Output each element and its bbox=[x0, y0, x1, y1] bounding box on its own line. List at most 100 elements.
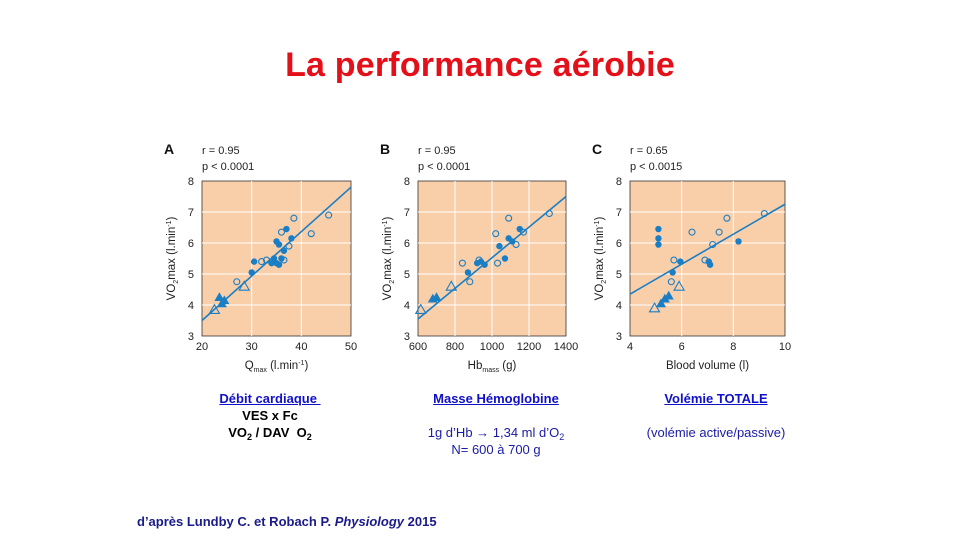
x-tick-label: 30 bbox=[246, 341, 258, 353]
data-point-open-triangle bbox=[238, 280, 251, 291]
y-tick-label: 5 bbox=[404, 269, 410, 281]
data-point-open-circle bbox=[285, 242, 293, 250]
x-tick-label: 1400 bbox=[554, 341, 578, 353]
x-axis-label: Hbmass (g) bbox=[468, 360, 517, 374]
caption-heading: Débit cardiaque bbox=[219, 391, 321, 406]
data-point-filled-circle bbox=[501, 255, 509, 262]
scatter-panel-b: 600 800 1000 1200 1400 3 4 5 6 7 8 B r = 0.95 p < 0.0… bbox=[380, 141, 578, 374]
data-point-open-circle bbox=[280, 256, 288, 264]
data-point-open-circle bbox=[233, 278, 241, 286]
data-point-open-circle bbox=[688, 228, 696, 236]
data-point-open-triangle bbox=[445, 280, 458, 291]
caption-line: 1g d’Hb → 1,34 ml d’O2 bbox=[427, 425, 565, 442]
caption-hemoglobin-mass: Masse Hémoglobine 1g d’Hb → 1,34 ml d’O2… bbox=[396, 390, 596, 458]
data-point-filled-circle bbox=[655, 225, 662, 233]
data-point-open-circle bbox=[258, 258, 266, 266]
panel-letter: A bbox=[164, 141, 174, 157]
caption-cardiac-output: Débit cardiaque VES x Fc VO2 / DAV O2 bbox=[170, 390, 370, 442]
data-point-filled-circle bbox=[275, 261, 283, 268]
data-point-open-circle bbox=[512, 241, 520, 249]
data-point-open-circle bbox=[519, 228, 528, 236]
data-point-open-circle bbox=[307, 230, 315, 238]
page-title: La performance aérobie bbox=[285, 46, 675, 84]
y-tick-label: 7 bbox=[616, 207, 622, 219]
panel-letter: C bbox=[592, 141, 602, 157]
panel-letter: B bbox=[380, 141, 390, 157]
regression-line bbox=[629, 203, 786, 295]
y-tick-label: 8 bbox=[404, 176, 410, 188]
y-tick-label: 4 bbox=[188, 300, 194, 312]
data-point-open-triangle bbox=[414, 303, 427, 314]
x-tick-label: 20 bbox=[196, 341, 208, 353]
caption-line: VO2 / DAV O2 bbox=[228, 425, 312, 442]
data-point-filled-triangle bbox=[663, 290, 674, 300]
data-point-filled-circle bbox=[250, 258, 258, 265]
x-tick-label: 1200 bbox=[517, 341, 541, 353]
x-tick-label: 6 bbox=[679, 341, 685, 353]
stat-r: r = 0.95 bbox=[202, 145, 240, 157]
y-tick-label: 4 bbox=[404, 300, 410, 312]
y-tick-label: 7 bbox=[188, 207, 194, 219]
data-point-filled-circle bbox=[280, 247, 288, 254]
y-tick-label: 8 bbox=[616, 176, 622, 188]
data-point-open-circle bbox=[667, 278, 675, 286]
data-point-open-circle bbox=[701, 256, 709, 264]
x-tick-label: 40 bbox=[295, 341, 307, 353]
scatter-panel-a: 20 30 40 50 3 4 5 6 7 8 A r = 0.95 p < 0.0001 Qmax (l… bbox=[164, 141, 357, 374]
data-point-filled-circle bbox=[275, 241, 283, 248]
data-point-open-triangle bbox=[208, 303, 221, 314]
data-point-open-circle bbox=[545, 210, 553, 218]
reference: d’après Lundby C. et Robach P. Physiolog… bbox=[137, 514, 437, 529]
y-tick-label: 7 bbox=[404, 207, 410, 219]
y-tick-label: 6 bbox=[616, 238, 622, 250]
data-point-filled-triangle bbox=[656, 298, 666, 308]
data-point-filled-circle bbox=[464, 269, 472, 276]
data-point-open-circle bbox=[493, 259, 502, 267]
data-point-filled-triangle bbox=[219, 295, 230, 305]
data-point-filled-circle bbox=[248, 269, 255, 276]
y-tick-label: 5 bbox=[188, 269, 194, 281]
data-point-filled-circle bbox=[735, 238, 742, 245]
x-tick-label: 8 bbox=[730, 341, 736, 353]
caption-heading: Masse Hémoglobine bbox=[433, 391, 559, 406]
data-point-filled-circle bbox=[706, 261, 714, 268]
data-point-open-circle bbox=[325, 211, 333, 219]
regression-line bbox=[417, 195, 567, 320]
data-point-open-circle bbox=[263, 256, 271, 264]
data-point-filled-circle bbox=[481, 261, 488, 268]
data-point-filled-triangle bbox=[431, 292, 442, 301]
data-point-filled-circle bbox=[655, 235, 662, 242]
data-point-open-circle bbox=[492, 230, 500, 238]
data-point-filled-circle bbox=[288, 235, 295, 242]
y-axis-label: VO2max (l.min-1) bbox=[166, 217, 180, 301]
y-tick-label: 5 bbox=[616, 269, 622, 281]
y-tick-label: 3 bbox=[188, 331, 194, 343]
x-tick-label: 50 bbox=[345, 341, 357, 353]
data-point-open-triangle bbox=[648, 301, 661, 313]
stat-p: p < 0.0001 bbox=[202, 161, 254, 173]
data-point-open-circle bbox=[709, 241, 717, 249]
data-point-filled-circle bbox=[655, 241, 662, 248]
x-axis-label: Qmax (l.min-1) bbox=[245, 360, 309, 374]
y-tick-label: 4 bbox=[616, 300, 622, 312]
data-point-filled-circle bbox=[283, 225, 290, 233]
caption-line: VES x Fc bbox=[242, 408, 298, 423]
data-point-filled-circle bbox=[516, 225, 523, 233]
y-tick-label: 8 bbox=[188, 176, 194, 188]
data-point-open-circle bbox=[466, 278, 474, 286]
data-point-open-circle bbox=[505, 214, 513, 222]
y-tick-label: 3 bbox=[404, 331, 410, 343]
stat-r: r = 0.65 bbox=[630, 145, 668, 157]
caption-line: (volémie active/passive) bbox=[646, 425, 786, 440]
stat-r: r = 0.95 bbox=[418, 145, 456, 157]
data-point-filled-circle bbox=[509, 238, 516, 245]
caption-blood-volume: Volémie TOTALE (volémie active/passive) bbox=[616, 390, 816, 441]
data-point-open-circle bbox=[670, 256, 678, 264]
data-point-open-circle bbox=[458, 259, 466, 267]
data-point-open-circle bbox=[475, 256, 483, 264]
regression-line bbox=[201, 186, 352, 322]
data-point-open-circle bbox=[760, 210, 768, 218]
x-tick-label: 10 bbox=[779, 341, 791, 353]
